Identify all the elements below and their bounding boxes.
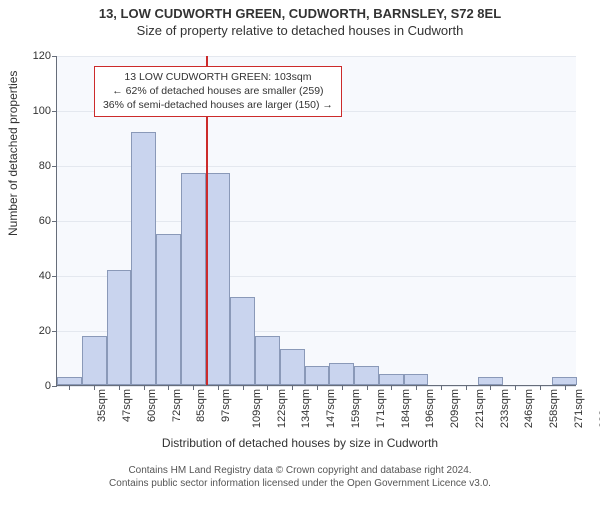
y-tick-mark: [52, 276, 57, 277]
x-tick-mark: [193, 385, 194, 390]
grid-line: [57, 56, 576, 57]
x-axis-label: Distribution of detached houses by size …: [0, 436, 600, 450]
x-tick-label: 171sqm: [375, 389, 387, 428]
annotation-line: 36% of semi-detached houses are larger (…: [103, 98, 333, 112]
y-tick-mark: [52, 221, 57, 222]
bar: [206, 173, 231, 385]
x-tick-mark: [144, 385, 145, 390]
x-tick-mark: [267, 385, 268, 390]
annotation-box: 13 LOW CUDWORTH GREEN: 103sqm← 62% of de…: [94, 66, 342, 117]
x-tick-mark: [69, 385, 70, 390]
x-tick-label: 134sqm: [301, 389, 313, 428]
x-tick-mark: [441, 385, 442, 390]
x-tick-label: 97sqm: [220, 389, 232, 422]
x-tick-mark: [565, 385, 566, 390]
y-tick-mark: [52, 111, 57, 112]
bar: [131, 132, 156, 385]
x-tick-mark: [391, 385, 392, 390]
x-tick-label: 271sqm: [573, 389, 585, 428]
bar: [107, 270, 132, 386]
title-address: 13, LOW CUDWORTH GREEN, CUDWORTH, BARNSL…: [0, 6, 600, 21]
title-block: 13, LOW CUDWORTH GREEN, CUDWORTH, BARNSL…: [0, 6, 600, 38]
x-tick-label: 72sqm: [171, 389, 183, 422]
x-tick-label: 221sqm: [474, 389, 486, 428]
x-tick-label: 209sqm: [449, 389, 461, 428]
x-tick-mark: [168, 385, 169, 390]
x-tick-label: 258sqm: [548, 389, 560, 428]
x-tick-mark: [515, 385, 516, 390]
x-tick-mark: [466, 385, 467, 390]
annotation-line: 13 LOW CUDWORTH GREEN: 103sqm: [103, 70, 333, 84]
x-tick-mark: [119, 385, 120, 390]
bar: [305, 366, 330, 385]
plot-area: 02040608010012035sqm47sqm60sqm72sqm85sqm…: [56, 56, 576, 386]
x-tick-label: 85sqm: [195, 389, 207, 422]
annotation-line: ← 62% of detached houses are smaller (25…: [103, 84, 333, 98]
bar: [379, 374, 404, 385]
x-tick-mark: [292, 385, 293, 390]
x-tick-label: 60sqm: [146, 389, 158, 422]
bar: [329, 363, 354, 385]
x-tick-mark: [94, 385, 95, 390]
x-tick-label: 122sqm: [276, 389, 288, 428]
bar: [478, 377, 503, 385]
x-tick-label: 109sqm: [251, 389, 263, 428]
footer-line1: Contains HM Land Registry data © Crown c…: [0, 464, 600, 477]
y-axis-label: Number of detached properties: [6, 71, 20, 236]
x-tick-mark: [416, 385, 417, 390]
footer: Contains HM Land Registry data © Crown c…: [0, 464, 600, 490]
bar: [354, 366, 379, 385]
y-tick-mark: [52, 56, 57, 57]
bar: [181, 173, 206, 385]
y-tick-mark: [52, 386, 57, 387]
bar: [255, 336, 280, 386]
x-tick-mark: [367, 385, 368, 390]
x-tick-label: 196sqm: [424, 389, 436, 428]
x-tick-label: 47sqm: [121, 389, 133, 422]
x-tick-mark: [342, 385, 343, 390]
bar: [82, 336, 107, 386]
x-tick-label: 159sqm: [350, 389, 362, 428]
x-tick-mark: [218, 385, 219, 390]
x-tick-mark: [243, 385, 244, 390]
x-tick-label: 184sqm: [400, 389, 412, 428]
bar: [156, 234, 181, 385]
bar: [280, 349, 305, 385]
y-tick-mark: [52, 331, 57, 332]
title-subtitle: Size of property relative to detached ho…: [0, 23, 600, 38]
x-tick-mark: [317, 385, 318, 390]
x-tick-mark: [540, 385, 541, 390]
x-tick-label: 35sqm: [96, 389, 108, 422]
footer-line2: Contains public sector information licen…: [0, 477, 600, 490]
bar: [404, 374, 429, 385]
x-tick-label: 233sqm: [499, 389, 511, 428]
bar: [57, 377, 82, 385]
x-tick-label: 246sqm: [523, 389, 535, 428]
x-tick-mark: [490, 385, 491, 390]
bar: [552, 377, 577, 385]
y-tick-mark: [52, 166, 57, 167]
x-tick-label: 147sqm: [325, 389, 337, 428]
chart-container: 13, LOW CUDWORTH GREEN, CUDWORTH, BARNSL…: [0, 6, 600, 506]
bar: [230, 297, 255, 385]
